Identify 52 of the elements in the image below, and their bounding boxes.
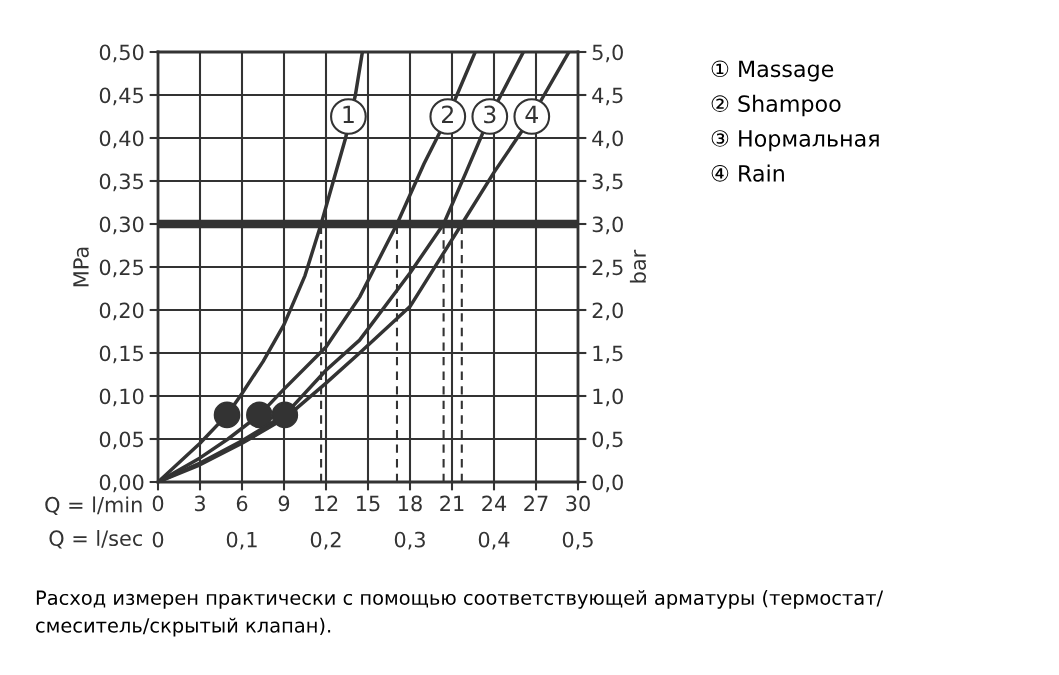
y2-tick-label: 0,0 xyxy=(592,474,623,493)
x-tick-label: 9 xyxy=(278,495,290,512)
text: ② Shampoo xyxy=(711,94,841,117)
x2-tick-label: 0,3 xyxy=(394,531,425,550)
x-tick-label: 0 xyxy=(152,495,164,512)
y-axis-title: MPa xyxy=(73,247,89,287)
text: ④ Rain xyxy=(711,164,784,182)
x2-tick-label: 0,4 xyxy=(478,531,510,550)
x-tick-label: 24 xyxy=(482,495,507,512)
annotation: 2 xyxy=(442,105,453,124)
x-tick-label: 30 xyxy=(566,495,590,512)
y2-tick-label: 2,0 xyxy=(592,302,623,321)
x2-tick-label: 0 xyxy=(152,531,164,548)
text: ③ Нормальная xyxy=(711,130,879,152)
x2-tick-label: 0,5 xyxy=(562,531,593,550)
x2-tick-label: 0,1 xyxy=(226,531,257,550)
y-tick-label: 0,20 xyxy=(99,302,144,321)
text: Расход измерен практически с помощью соответствующей арматуры (термостат/ смеситель/скрытый клапан). xyxy=(36,590,884,637)
y2-tick-label: 4,5 xyxy=(592,87,623,106)
y2-tick-label: 5,0 xyxy=(592,44,623,63)
y2-tick-label: 1,0 xyxy=(593,388,623,407)
y-tick-label: 0,00 xyxy=(99,474,144,493)
y-tick-label: 0,25 xyxy=(99,259,143,278)
x2-tick-label: 0,2 xyxy=(310,531,341,550)
x-tick-label: 15 xyxy=(357,495,380,512)
y-tick-label: 0,10 xyxy=(99,388,144,407)
y2-tick-label: 0,5 xyxy=(592,431,623,450)
annotation: 3 xyxy=(484,105,496,124)
y-tick-label: 0,45 xyxy=(99,87,143,106)
x-tick-label: 3 xyxy=(194,495,205,512)
y2-tick-label: 4,0 xyxy=(592,130,623,149)
y-tick-label: 0,50 xyxy=(99,44,144,63)
y2-tick-label: 1,5 xyxy=(593,345,623,364)
y-tick-label: 0,05 xyxy=(99,431,143,450)
annotation: 1 xyxy=(343,105,354,124)
y-tick-label: 0,35 xyxy=(99,173,143,192)
text: ① Massage xyxy=(711,60,834,82)
y2-tick-label: 3,5 xyxy=(592,173,623,192)
y2-tick-label: 2,5 xyxy=(592,259,623,278)
y-tick-label: 0,15 xyxy=(99,345,143,364)
x2-axis-title: Q = l/sec xyxy=(49,529,143,549)
x-tick-label: 12 xyxy=(315,495,338,512)
x-tick-label: 18 xyxy=(399,495,422,512)
x-tick-label: 21 xyxy=(440,495,464,512)
y-tick-label: 0,40 xyxy=(99,130,144,149)
x-tick-label: 6 xyxy=(236,495,248,512)
annotation: 4 xyxy=(525,105,538,124)
x-tick-label: 27 xyxy=(524,495,548,512)
x-axis-title: Q = l/min xyxy=(45,496,142,515)
y-tick-label: 0,30 xyxy=(99,216,144,235)
y2-tick-label: 3,0 xyxy=(592,216,623,235)
y2-axis-title: bar xyxy=(629,249,647,283)
